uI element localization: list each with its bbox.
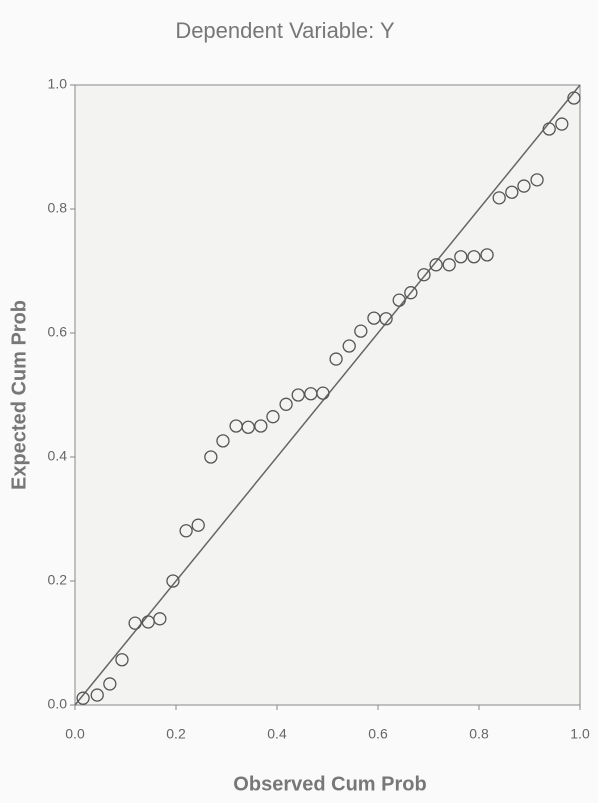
x-tick-label: 0.2 — [166, 726, 186, 742]
x-tick-label: 0.8 — [469, 726, 489, 742]
x-tick-label: 0.4 — [267, 726, 287, 742]
chart-title: Dependent Variable: Y — [175, 18, 395, 43]
y-axis-title: Expected Cum Prob — [8, 300, 30, 490]
y-tick-label: 1.0 — [48, 76, 68, 92]
y-tick-label: 0.0 — [48, 696, 68, 712]
y-tick-label: 0.6 — [48, 324, 68, 340]
x-tick-label: 0.0 — [65, 726, 85, 742]
x-tick-label: 0.6 — [368, 726, 388, 742]
y-tick-label: 0.4 — [48, 448, 68, 464]
y-tick-label: 0.8 — [48, 200, 68, 216]
x-axis-title: Observed Cum Prob — [233, 773, 426, 795]
y-tick-label: 0.2 — [48, 572, 68, 588]
chart: Dependent Variable: Y Observed Cum Prob … — [0, 0, 598, 803]
x-tick-label: 1.0 — [570, 726, 590, 742]
